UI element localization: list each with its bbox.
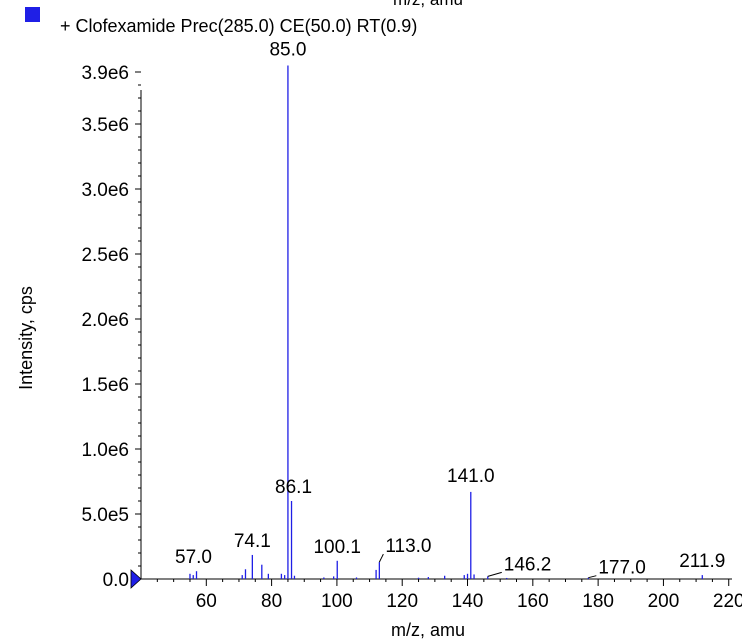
x-tick-label: 60 [196, 591, 217, 612]
y-tick-label: 5.0e5 [81, 505, 129, 526]
peak-label: 113.0 [385, 536, 431, 557]
peak-label: 146.2 [504, 554, 552, 575]
x-tick-label: 120 [386, 591, 418, 612]
y-tick-label: 3.0e6 [81, 180, 129, 201]
y-tick-label: 2.5e6 [81, 245, 129, 266]
peak-label: 86.1 [275, 477, 312, 498]
y-tick-label: 1.0e6 [81, 440, 129, 461]
y-tick-label: 2.0e6 [81, 310, 129, 331]
y-tick-label: 0.0 [103, 570, 129, 591]
peak-label: 211.9 [679, 551, 725, 572]
peak-label: 57.0 [175, 547, 212, 568]
x-axis-label: m/z, amu [391, 620, 465, 640]
peak-label: 100.1 [313, 537, 361, 558]
legend-text: + Clofexamide Prec(285.0) CE(50.0) RT(0.… [60, 16, 417, 36]
y-tick-label: 3.9e6 [81, 63, 129, 84]
top-cut-label: m/z, amu [393, 0, 463, 9]
x-tick-label: 200 [648, 591, 680, 612]
legend-swatch [25, 7, 40, 22]
y-tick-label: 3.5e6 [81, 115, 129, 136]
x-tick-label: 80 [261, 591, 282, 612]
y-axis-label: Intensity, cps [16, 286, 36, 390]
x-tick-label: 140 [452, 591, 484, 612]
x-tick-label: 220 [713, 591, 742, 612]
plot-area: 60 80 100 120 140 160 180 200 220 0.0 5.0e5 1.0e6 1.… [81, 40, 742, 613]
peak-label-leader [588, 575, 597, 579]
x-tick-label: 160 [517, 591, 549, 612]
baseline-marker-icon [130, 569, 142, 589]
y-tick-label: 1.5e6 [81, 375, 129, 396]
x-tick-label: 100 [321, 591, 353, 612]
peak-label: 141.0 [447, 466, 495, 487]
peak-label: 177.0 [598, 558, 646, 579]
x-tick-label: 180 [582, 591, 614, 612]
peak-label-leader [487, 571, 502, 577]
peak-label-leader [378, 553, 384, 563]
peak-label: 74.1 [234, 531, 271, 552]
peak-label: 85.0 [269, 40, 306, 61]
